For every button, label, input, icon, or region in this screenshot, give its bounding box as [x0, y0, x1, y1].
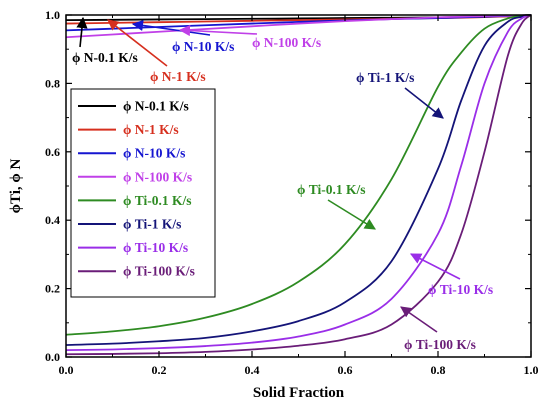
y-axis-label: ϕTi, ϕ N [8, 158, 24, 213]
legend: ϕ N-0.1 K/s ϕ N-1 K/s ϕ N-10 K/s ϕ N-100 K/… [70, 88, 216, 298]
annotation-arrow-0 [76, 16, 88, 48]
ticks-layer: 0.0 0.2 0.4 0.6 0.8 1.0 0.0 0.2 0.4 0.6 0.8 1.0 [45, 8, 539, 377]
y-tick-label: 0.2 [45, 282, 60, 296]
x-tick-label: 0.0 [59, 363, 74, 377]
x-tick-label: 0.2 [152, 363, 167, 377]
annotation-label-0: ϕ N-0.1 K/s [72, 50, 138, 65]
annotation-arrow-3 [178, 24, 258, 37]
legend-label-3: ϕ N-100 K/s [123, 169, 192, 184]
x-tick-label: 0.8 [431, 363, 446, 377]
y-tick-label: 0.8 [45, 76, 60, 90]
annotation-arrow-5 [327, 199, 376, 230]
x-tick-label: 1.0 [524, 363, 539, 377]
x-axis-label: Solid Fraction [253, 385, 345, 401]
annotation-arrow-6 [410, 253, 461, 280]
legend-label-5: ϕ Ti-1 K/s [123, 217, 181, 232]
legend-label-1: ϕ N-1 K/s [123, 122, 179, 137]
series-line-4 [65, 14, 532, 336]
legend-label-6: ϕ Ti-10 K/s [123, 240, 188, 255]
annotation-label-1: ϕ N-1 K/s [150, 69, 206, 84]
annotation-label-6: ϕ Ti-10 K/s [428, 282, 493, 297]
series-line-5 [65, 14, 532, 346]
annotation-label-3: ϕ N-100 K/s [252, 35, 321, 50]
annotation-arrow-2 [131, 19, 211, 36]
series-line-6 [65, 14, 532, 352]
y-tick-label: 0.6 [45, 145, 60, 159]
annotation-label-4: ϕ Ti-1 K/s [356, 70, 414, 85]
annotations-layer: ϕ N-0.1 K/s ϕ N-1 K/s ϕ N-10 K/s ϕ N-100 K/… [72, 16, 493, 352]
annotation-arrow-1 [107, 19, 168, 67]
legend-label-0: ϕ N-0.1 K/s [123, 99, 189, 114]
y-tick-label: 1.0 [45, 8, 60, 22]
x-tick-label: 0.4 [245, 363, 260, 377]
annotation-arrow-7 [400, 306, 438, 333]
y-tick-label: 0.4 [45, 213, 60, 227]
x-tick-label: 0.6 [338, 363, 353, 377]
annotation-label-2: ϕ N-10 K/s [172, 39, 234, 54]
legend-label-2: ϕ N-10 K/s [123, 146, 185, 161]
series-line-7 [65, 14, 532, 356]
series-layer [65, 14, 532, 356]
annotation-arrow-4 [404, 87, 444, 119]
legend-box [70, 88, 216, 298]
legend-label-7: ϕ Ti-100 K/s [123, 264, 195, 279]
annotation-label-5: ϕ Ti-0.1 K/s [297, 182, 366, 197]
y-tick-label: 0.0 [45, 350, 60, 364]
legend-label-4: ϕ Ti-0.1 K/s [123, 193, 192, 208]
annotation-label-7: ϕ Ti-100 K/s [404, 337, 476, 352]
